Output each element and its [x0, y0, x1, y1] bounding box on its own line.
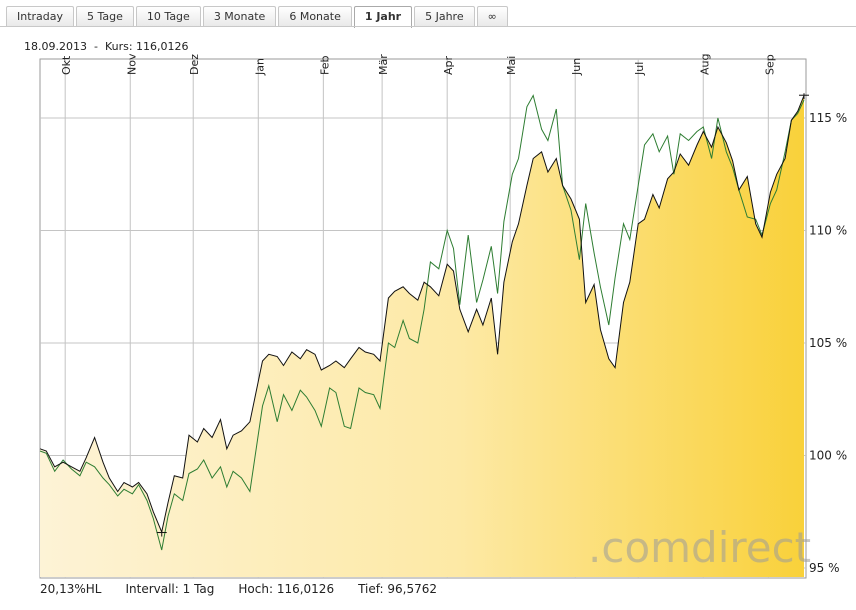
tab-6[interactable]: 5 Jahre — [414, 6, 475, 26]
y-tick-label: 115 % — [809, 111, 847, 125]
month-label: Feb — [318, 56, 331, 75]
extreme-markers — [156, 93, 809, 537]
footer-low: Tief: 96,5762 — [358, 582, 438, 596]
timeframe-tabs: Intraday 5 Tage 10 Tage 3 Monate 6 Monate 1 J… — [6, 6, 510, 28]
comparison-series-line — [39, 94, 805, 551]
month-labels: Okt Nov Dez Jan Feb Mär Apr Mai Jun Jul Aug Sep — [60, 53, 776, 76]
tab-1[interactable]: 5 Tage — [76, 6, 134, 26]
tab-4[interactable]: 6 Monate — [278, 6, 352, 26]
y-tick-label: 95 % — [809, 561, 840, 575]
month-label: Nov — [125, 53, 138, 75]
tab-3[interactable]: 3 Monate — [202, 6, 277, 26]
month-label: Jun — [570, 58, 583, 76]
info-line: 18.09.2013 - Kurs: 116,0126 — [24, 40, 189, 53]
tab-2[interactable]: 10 Tage — [135, 6, 201, 26]
y-tick-label: 100 % — [809, 449, 847, 463]
month-label: Dez — [188, 54, 201, 75]
month-label: Jan — [253, 58, 266, 76]
tab-divider — [0, 26, 856, 27]
tab-5[interactable]: 1 Jahr — [353, 6, 413, 28]
tab-7[interactable]: ∞ — [476, 6, 508, 26]
month-label: Jul — [633, 62, 646, 76]
footer-hl: 20,13%HL — [40, 582, 102, 596]
y-axis-labels: 95 % 100 % 105 % 110 % 115 % — [809, 111, 847, 575]
y-tick-label: 105 % — [809, 336, 847, 350]
watermark-logo: .comdirect — [588, 523, 811, 572]
month-label: Apr — [442, 55, 455, 75]
month-label: Okt — [60, 55, 73, 75]
tab-0[interactable]: Intraday — [6, 6, 75, 26]
chart-footer: 20,13%HL Intervall: 1 Tag Hoch: 116,0126… — [40, 582, 461, 596]
footer-high: Hoch: 116,0126 — [238, 582, 335, 596]
info-date: 18.09.2013 — [24, 40, 87, 53]
month-label: Aug — [698, 54, 711, 75]
price-series-line — [39, 95, 805, 534]
month-label: Sep — [763, 54, 776, 75]
price-area — [40, 95, 804, 577]
month-label: Mär — [377, 54, 390, 75]
month-label: Mai — [505, 56, 518, 75]
plot-border — [39, 58, 807, 579]
footer-interval: Intervall: 1 Tag — [125, 582, 215, 596]
y-tick-label: 110 % — [809, 224, 847, 238]
info-kurs: Kurs: 116,0126 — [104, 40, 189, 53]
